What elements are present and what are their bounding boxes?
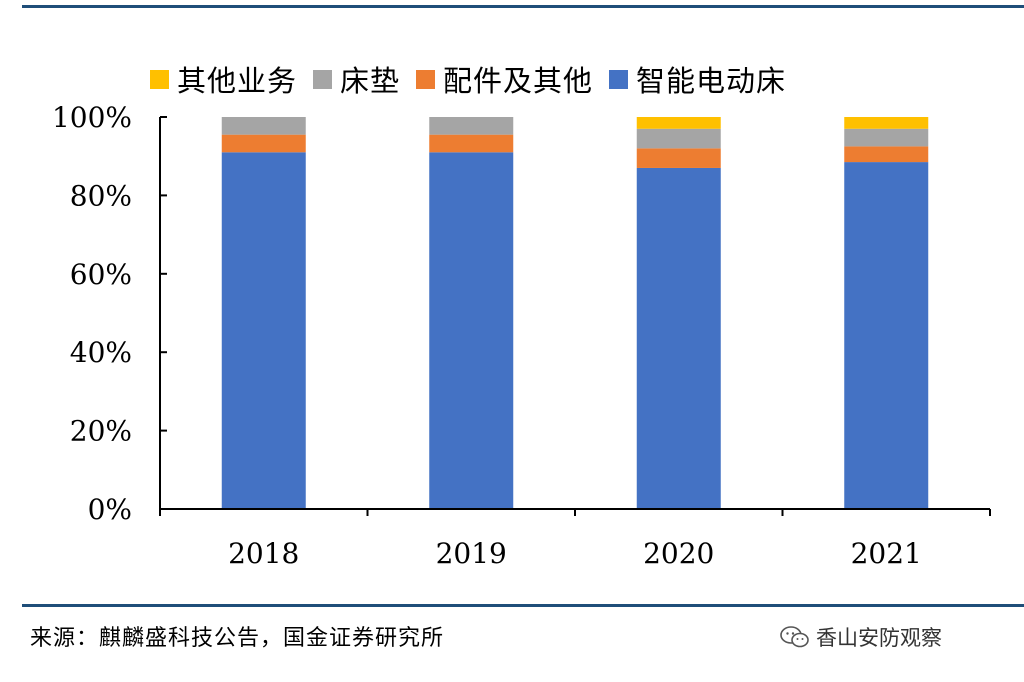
bar-2021-series-3 bbox=[844, 117, 929, 129]
bar-2020-series-2 bbox=[636, 128, 721, 149]
x-tick-label-2019: 2019 bbox=[436, 537, 507, 570]
y-tick-label-1: 20% bbox=[70, 415, 132, 448]
legend-label-other-business: 其他业务 bbox=[177, 64, 298, 98]
x-tick-label-2020: 2020 bbox=[643, 537, 714, 570]
bar-2019-series-1 bbox=[429, 134, 514, 153]
bar-2018-series-0 bbox=[221, 152, 306, 509]
bar-2018-series-1 bbox=[221, 134, 306, 153]
wechat-icon bbox=[780, 626, 809, 648]
bar-2021-series-2 bbox=[844, 128, 929, 147]
legend-item-accessories: 配件及其他 bbox=[416, 58, 593, 100]
bottom-rule bbox=[22, 604, 1024, 607]
legend-swatch-accessories bbox=[416, 69, 436, 89]
y-tick-label-3: 60% bbox=[70, 258, 132, 291]
legend-item-mattress: 床垫 bbox=[313, 58, 400, 100]
legend-item-other-business: 其他业务 bbox=[150, 58, 297, 100]
legend-label-accessories: 配件及其他 bbox=[443, 64, 594, 98]
y-tick-label-2: 40% bbox=[70, 336, 132, 369]
bar-2019-series-0 bbox=[429, 152, 514, 509]
legend-label-smart-bed: 智能电动床 bbox=[636, 64, 787, 98]
y-tick-label-4: 80% bbox=[70, 179, 132, 212]
bar-2020-series-0 bbox=[636, 167, 721, 509]
bar-2020-series-3 bbox=[636, 117, 721, 129]
legend-swatch-smart-bed bbox=[609, 69, 629, 89]
bar-2019-series-2 bbox=[429, 117, 514, 135]
bar-2021-series-0 bbox=[844, 162, 929, 509]
legend-label-mattress: 床垫 bbox=[340, 64, 401, 98]
stacked-bar-chart: 2018 2019 2020 2021 0% 20% 40% 60% 80% 100% bbox=[52, 101, 991, 570]
x-tick-label-2021: 2021 bbox=[851, 537, 922, 570]
bar-2021-series-1 bbox=[844, 146, 929, 163]
legend-item-smart-bed: 智能电动床 bbox=[609, 58, 786, 100]
brand-watermark: 香山安防观察 bbox=[780, 622, 942, 652]
bar-2018-series-2 bbox=[221, 117, 306, 135]
legend: 其他业务 床垫 配件及其他 智能电动床 bbox=[150, 58, 802, 100]
source-note: 来源：麒麟盛科技公告，国金证券研究所 bbox=[30, 626, 445, 651]
legend-swatch-other-business bbox=[150, 69, 169, 89]
y-tick-label-5: 100% bbox=[52, 101, 132, 134]
brand-watermark-text: 香山安防观察 bbox=[816, 626, 942, 650]
top-rule bbox=[22, 5, 1024, 8]
legend-swatch-mattress bbox=[313, 69, 333, 89]
x-tick-label-2018: 2018 bbox=[228, 537, 299, 570]
bar-2020-series-1 bbox=[636, 148, 721, 168]
y-tick-label-0: 0% bbox=[88, 493, 132, 526]
